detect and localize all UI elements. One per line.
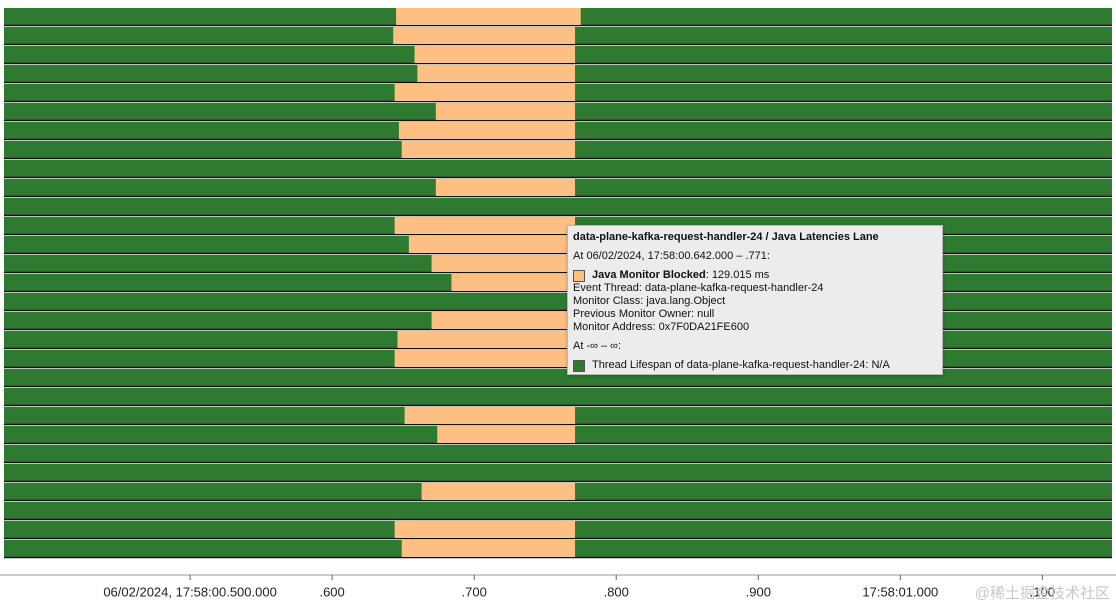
tooltip: data-plane-kafka-request-handler-24 / Ja… [567, 225, 943, 375]
blocked-span [394, 84, 576, 101]
lane [4, 388, 1112, 405]
blocked-span [431, 312, 576, 329]
tooltip-title: data-plane-kafka-request-handler-24 / Ja… [573, 231, 879, 243]
blocked-span [437, 426, 576, 443]
tick-label: .100 [1030, 584, 1055, 599]
detail-line: Previous Monitor Owner: null [573, 308, 715, 320]
blocked-span [393, 27, 576, 44]
lifespan-text: Thread Lifespan of data-plane-kafka-requ… [592, 359, 890, 371]
tooltip-range: At 06/02/2024, 17:58:00.642.000 – .771: [573, 250, 770, 262]
tick-label: .600 [319, 584, 344, 599]
lane [4, 198, 1112, 215]
lane [4, 293, 1112, 310]
detail-line: Monitor Address: 0x7F0DA21FE600 [573, 321, 750, 333]
blocked-span [435, 179, 576, 196]
blocked-span [394, 350, 576, 367]
blocked-span [394, 521, 576, 538]
blocked-span [435, 103, 576, 120]
blocked-span [417, 65, 576, 82]
lane [4, 369, 1112, 386]
blocked-span [398, 122, 576, 139]
lane [4, 502, 1112, 519]
lane [4, 445, 1112, 462]
tooltip-range2: At -∞ – ∞: [573, 340, 622, 352]
watermark: @稀土掘金技术社区 [974, 585, 1110, 602]
tick-label: .800 [604, 584, 629, 599]
blocked-span [401, 540, 576, 557]
detail-line: Event Thread: data-plane-kafka-request-h… [573, 282, 824, 294]
blocked-span [404, 407, 576, 424]
tooltip-details: Event Thread: data-plane-kafka-request-h… [573, 282, 937, 334]
tick-label: 17:58:01.000 [862, 584, 938, 599]
tick-label: 06/02/2024, 17:58:00.500.000 [103, 584, 277, 599]
event-duration: : 129.015 ms [705, 269, 770, 281]
detail-line: Monitor Class: java.lang.Object [573, 295, 726, 307]
blocked-span [431, 255, 576, 272]
blocked-span [408, 236, 576, 253]
blocked-span [414, 46, 576, 63]
blocked-span [451, 274, 576, 291]
blocked-span [401, 141, 576, 158]
tick-label: .700 [462, 584, 487, 599]
blocked-span [397, 331, 576, 348]
blocked-span [394, 217, 576, 234]
lane [4, 464, 1112, 481]
blocked-span [421, 483, 576, 500]
tooltip-event: Java Monitor Blocked : 129.015 ms [573, 269, 937, 282]
tooltip-lifespan: Thread Lifespan of data-plane-kafka-requ… [573, 359, 937, 372]
lane [4, 160, 1112, 177]
tick-label: .900 [746, 584, 771, 599]
blocked-span [396, 8, 581, 25]
event-name: Java Monitor Blocked [592, 269, 706, 281]
legend-swatch [573, 359, 585, 372]
legend-swatch [573, 269, 585, 282]
